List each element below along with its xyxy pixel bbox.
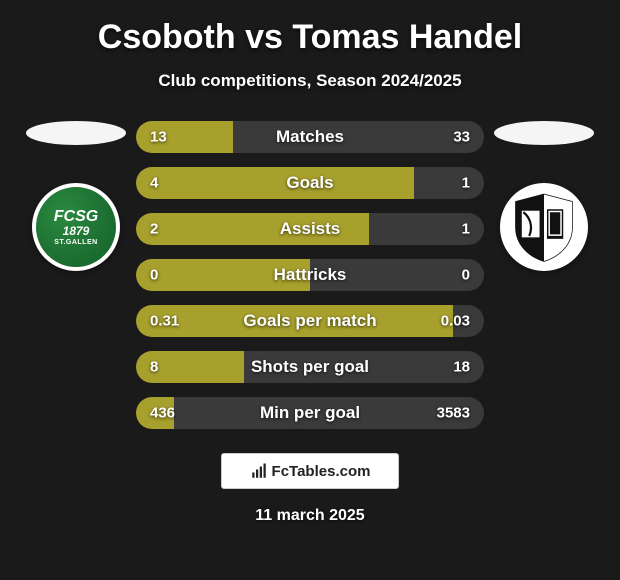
brand-logo[interactable]: FcTables.com [221, 453, 399, 489]
stat-row: Assists 2 1 [136, 213, 484, 245]
stat-row: Shots per goal 8 18 [136, 351, 484, 383]
stat-value-left: 436 [150, 405, 175, 422]
stat-value-right: 18 [453, 359, 470, 376]
stat-label: Shots per goal [251, 357, 369, 377]
badge-left-abbr: FCSG [54, 209, 98, 225]
stat-value-right: 1 [462, 221, 470, 238]
stat-row: Hattricks 0 0 [136, 259, 484, 291]
stat-value-right: 0.03 [441, 313, 470, 330]
badge-left-year: 1879 [63, 225, 90, 237]
stat-row: Matches 13 33 [136, 121, 484, 153]
brand-text: FcTables.com [272, 463, 371, 480]
stat-value-left: 0 [150, 267, 158, 284]
stat-value-right: 33 [453, 129, 470, 146]
comparison-card: Csoboth vs Tomas Handel Club competition… [0, 0, 620, 580]
stat-label: Matches [276, 127, 344, 147]
chart-icon [250, 462, 268, 480]
right-side [484, 121, 604, 271]
stat-value-left: 4 [150, 175, 158, 192]
stat-value-right: 1 [462, 175, 470, 192]
stat-bar-left [136, 167, 414, 199]
content-row: FCSG 1879 ST.GALLEN Matches1333Goals41As… [0, 121, 620, 429]
stat-value-left: 0.31 [150, 313, 179, 330]
stat-label: Goals [286, 173, 333, 193]
stat-label: Hattricks [274, 265, 347, 285]
stat-bars: Matches 13 33 Goals 4 1 Assists 2 1 Hattricks 0 0 Go… [136, 121, 484, 429]
left-side: FCSG 1879 ST.GALLEN [16, 121, 136, 271]
stat-value-right: 0 [462, 267, 470, 284]
player-photo-placeholder-left [26, 121, 126, 145]
page-subtitle: Club competitions, Season 2024/2025 [0, 71, 620, 91]
page-title: Csoboth vs Tomas Handel [0, 18, 620, 57]
stat-label: Min per goal [260, 403, 360, 423]
footer-date: 11 march 2025 [0, 507, 620, 525]
stat-value-left: 2 [150, 221, 158, 238]
stat-label: Goals per match [243, 311, 376, 331]
team-badge-left: FCSG 1879 ST.GALLEN [32, 183, 120, 271]
team-badge-right [500, 183, 588, 271]
stat-value-left: 13 [150, 129, 167, 146]
stat-label: Assists [280, 219, 340, 239]
stat-row: Min per goal 436 3583 [136, 397, 484, 429]
shield-icon [507, 190, 581, 264]
stat-value-right: 3583 [437, 405, 470, 422]
stat-row: Goals per match 0.31 0.03 [136, 305, 484, 337]
player-photo-placeholder-right [494, 121, 594, 145]
team-badge-left-inner: FCSG 1879 ST.GALLEN [46, 197, 106, 257]
stat-row: Goals 4 1 [136, 167, 484, 199]
stat-bar-right [414, 167, 484, 199]
stat-bar-right [233, 121, 484, 153]
badge-left-city: ST.GALLEN [54, 239, 97, 246]
stat-value-left: 8 [150, 359, 158, 376]
